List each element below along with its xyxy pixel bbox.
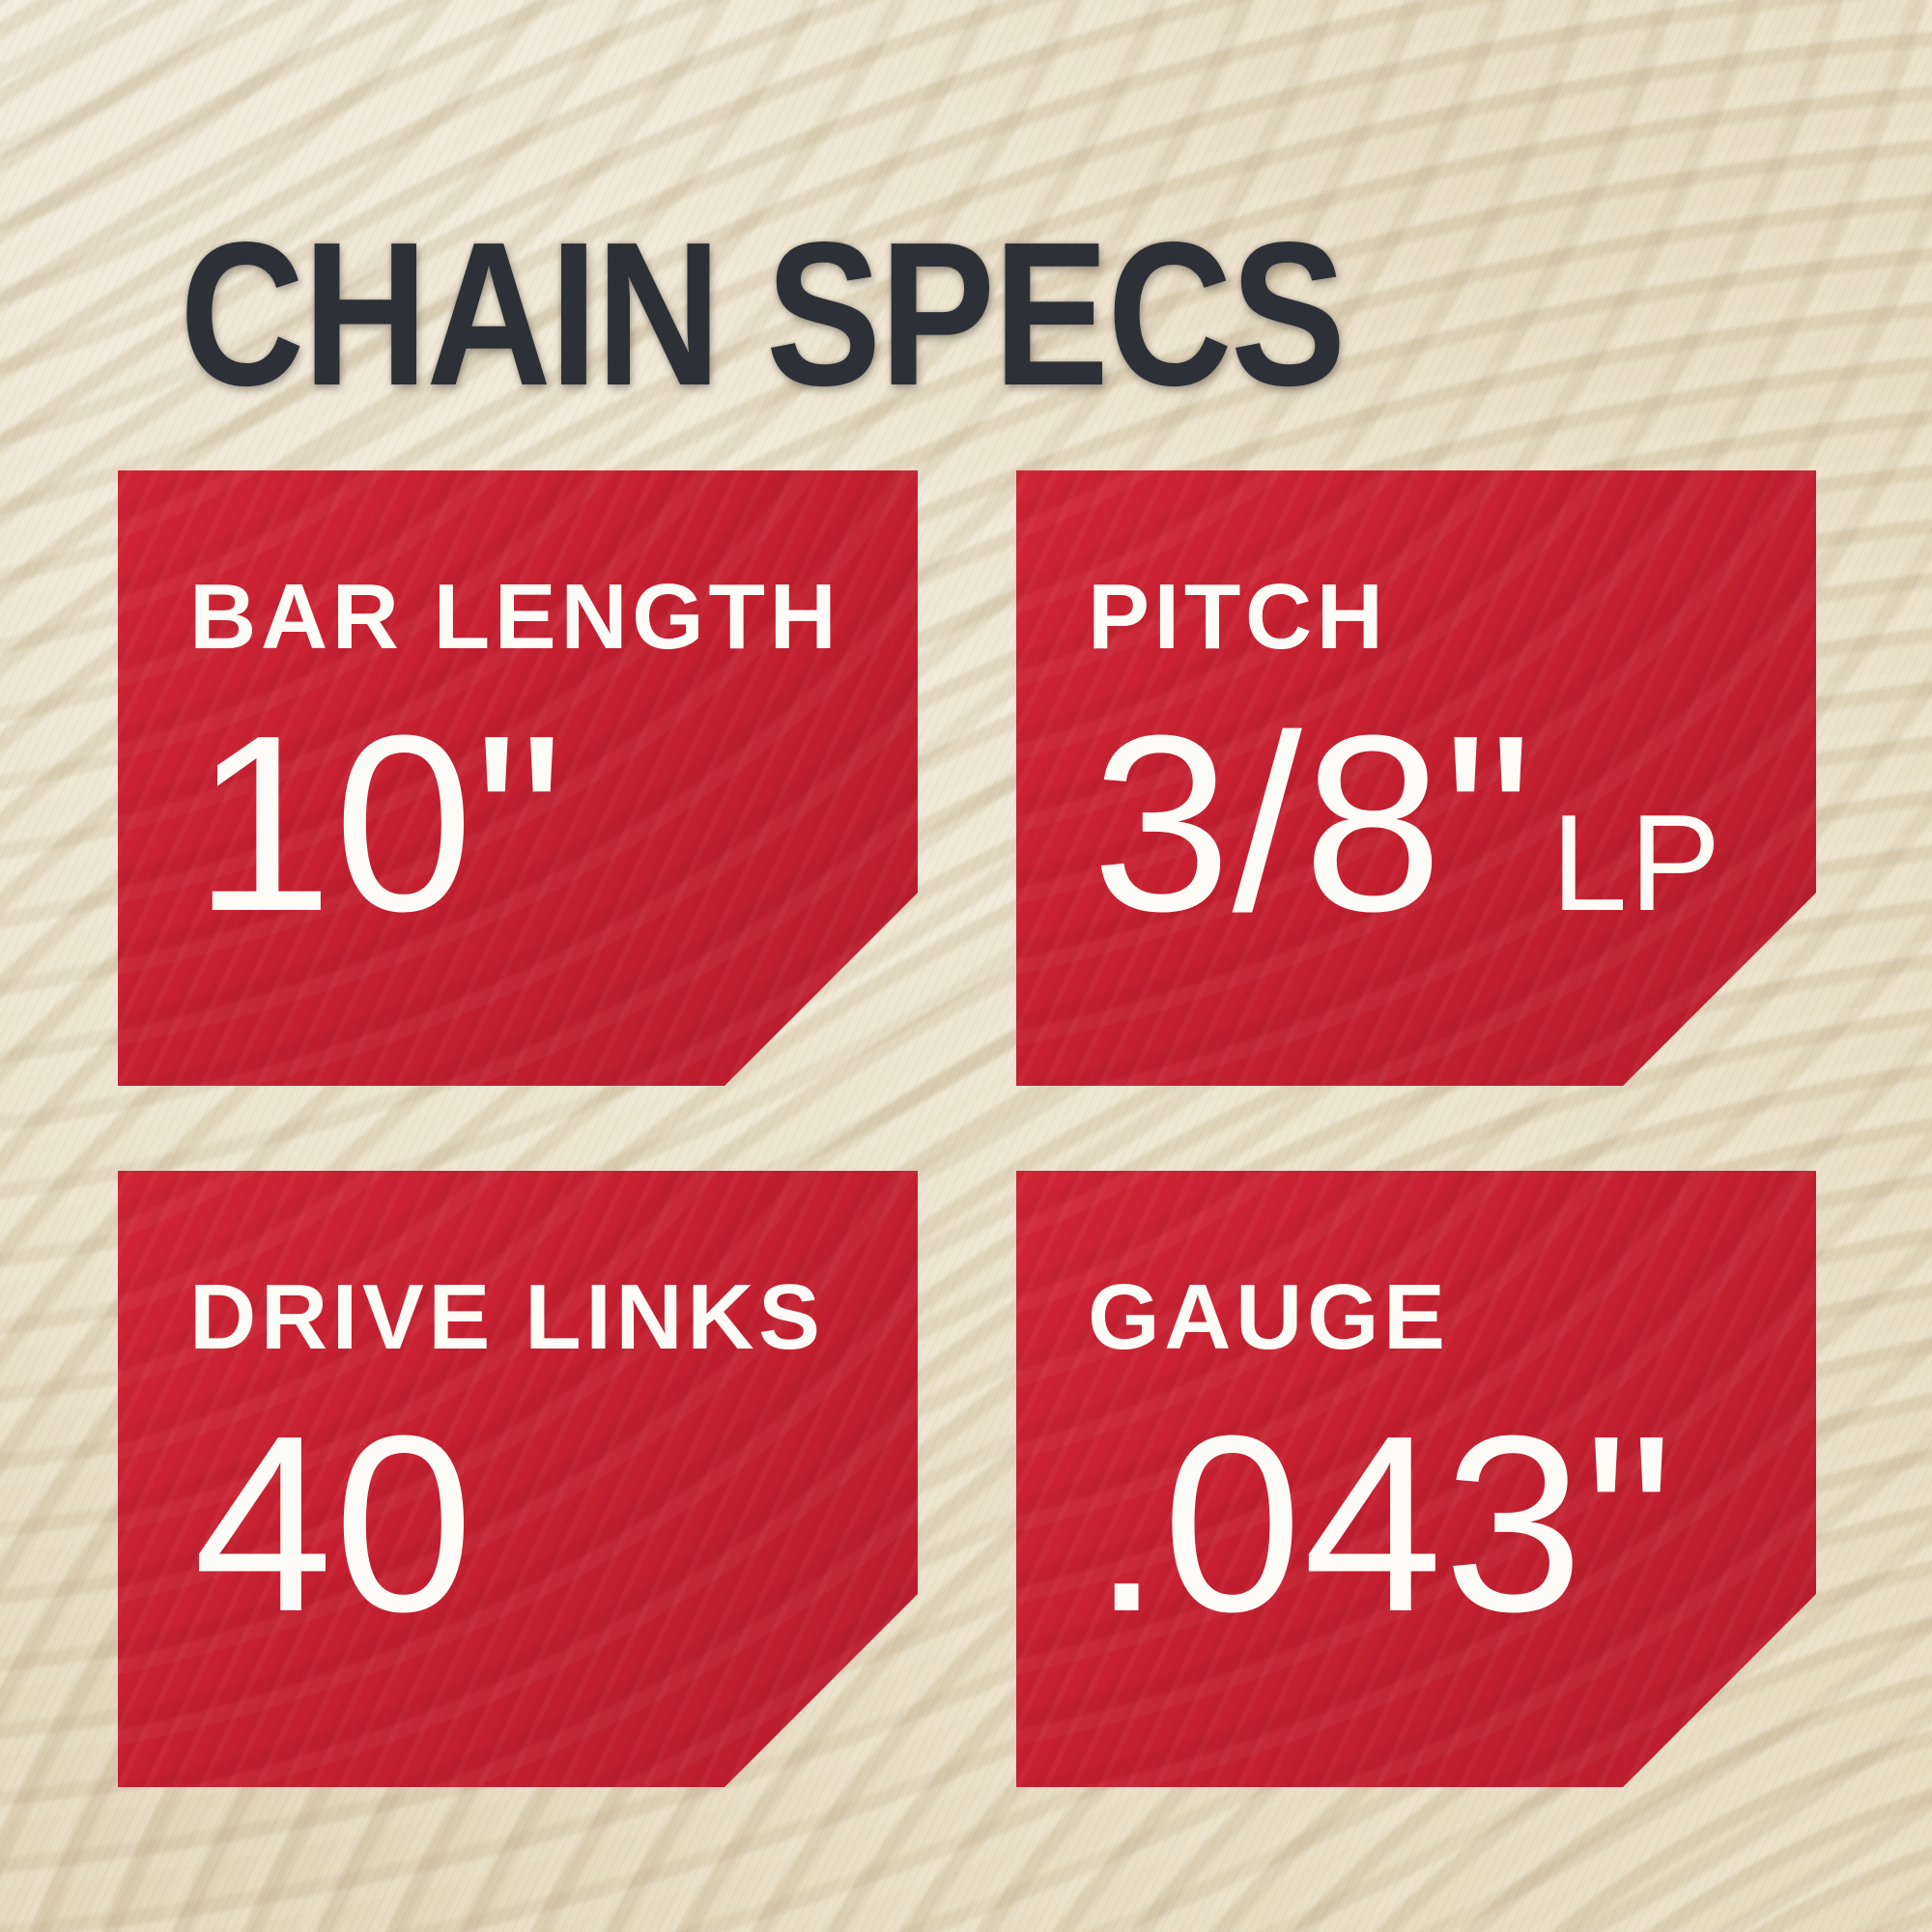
spec-label: PITCH (1088, 565, 1388, 668)
spec-value: 3/8" (1092, 684, 1534, 964)
spec-card-gauge: GAUGE .043" (1016, 1171, 1816, 1787)
spec-value-line: 3/8" LP (1092, 698, 1722, 950)
spec-value-line: .043" (1092, 1399, 1674, 1650)
spec-label: GAUGE (1088, 1265, 1450, 1369)
spec-value: 10" (193, 684, 565, 964)
spec-value-suffix: LP (1550, 786, 1723, 940)
spec-label: DRIVE LINKS (189, 1265, 825, 1369)
spec-value: 40 (193, 1384, 475, 1664)
spec-value-line: 10" (193, 698, 565, 950)
spec-card-bar-length: BAR LENGTH 10" (118, 470, 918, 1086)
spec-value: .043" (1092, 1384, 1675, 1664)
spec-value-line: 40 (193, 1399, 474, 1650)
spec-card-pitch: PITCH 3/8" LP (1016, 470, 1816, 1086)
page-title: CHAIN SPECS (180, 199, 1346, 428)
spec-label: BAR LENGTH (189, 565, 841, 668)
spec-card-drive-links: DRIVE LINKS 40 (118, 1171, 918, 1787)
